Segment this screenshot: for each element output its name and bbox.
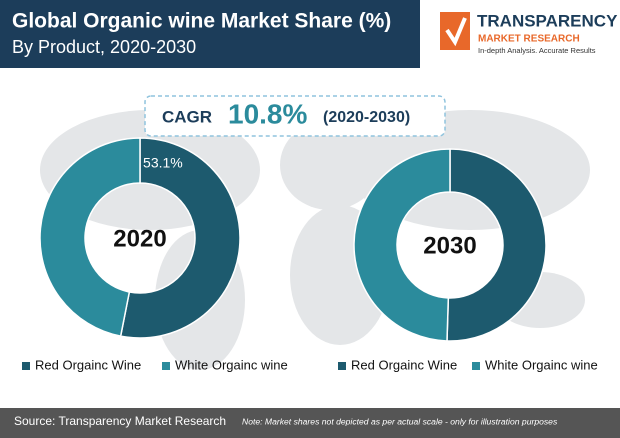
logo-tagline: In-depth Analysis. Accurate Results <box>478 46 596 55</box>
donut-segment <box>353 148 451 342</box>
legend-swatch <box>162 362 170 370</box>
legend-label: Red Orgainc Wine <box>35 357 141 372</box>
logo-check <box>445 17 467 47</box>
title: Global Organic wine Market Share (%) <box>12 10 391 33</box>
footer-band <box>0 408 620 438</box>
cagr-label: CAGR <box>162 107 212 126</box>
logo-sub: MARKET RESEARCH <box>478 34 580 45</box>
donut-segment <box>446 148 547 342</box>
legend-label: White Orgainc wine <box>485 357 598 372</box>
donut-center-label: 2020 <box>113 225 166 252</box>
legend-swatch <box>22 362 30 370</box>
value-label: 53.1% <box>143 155 183 171</box>
cagr-period: (2020-2030) <box>323 109 410 126</box>
legend-swatch <box>338 362 346 370</box>
cagr-value: 10.8% <box>228 98 307 129</box>
logo: TRANSPARENCY MARKET RESEARCH In-depth An… <box>440 11 618 55</box>
footer-note: Note: Market shares not depicted as per … <box>242 416 558 426</box>
cagr-box <box>144 95 446 137</box>
donut-segment <box>39 137 141 337</box>
subtitle: By Product, 2020-2030 <box>12 37 196 57</box>
footer-source: Source: Transparency Market Research <box>14 414 226 428</box>
header-band <box>0 0 420 68</box>
legend-label: White Orgainc wine <box>175 357 288 372</box>
legend-swatch <box>472 362 480 370</box>
logo-name: TRANSPARENCY <box>477 11 618 30</box>
donut-segment <box>119 137 241 339</box>
legend-label: Red Orgainc Wine <box>351 357 457 372</box>
donut-center-label: 2030 <box>423 232 476 259</box>
